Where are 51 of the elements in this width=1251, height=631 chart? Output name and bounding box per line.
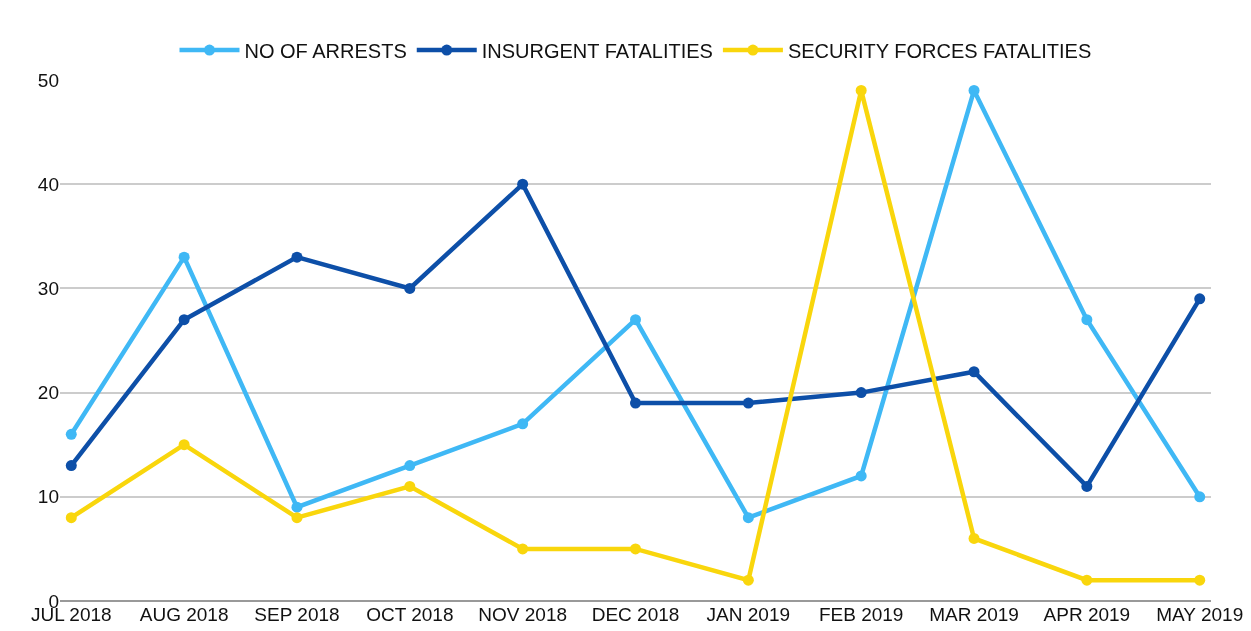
x-tick-label: AUG 2018 xyxy=(139,604,229,625)
x-tick-label: DEC 2018 xyxy=(591,604,680,625)
point xyxy=(517,543,529,555)
point xyxy=(742,574,754,586)
x-tick-label: MAR 2019 xyxy=(929,604,1019,625)
point xyxy=(1194,293,1206,305)
point xyxy=(855,387,867,399)
point xyxy=(291,501,303,513)
point xyxy=(178,314,190,326)
y-tick-label: 40 xyxy=(37,173,59,195)
legend-label: INSURGENT FATALITIES xyxy=(481,39,713,62)
point xyxy=(178,439,190,451)
point xyxy=(968,84,980,96)
point xyxy=(517,418,529,430)
point xyxy=(404,282,416,294)
point xyxy=(178,251,190,263)
x-tick-label: APR 2019 xyxy=(1043,604,1131,625)
point xyxy=(742,512,754,524)
x-tick-label: OCT 2018 xyxy=(366,604,454,625)
point xyxy=(404,460,416,472)
x-tick-label: SEP 2018 xyxy=(254,604,340,625)
point xyxy=(291,251,303,263)
point xyxy=(65,428,77,440)
y-tick-label: 20 xyxy=(37,382,59,404)
point xyxy=(855,84,867,96)
point xyxy=(630,543,641,555)
x-tick-label: MAY 2019 xyxy=(1156,604,1244,625)
point xyxy=(742,397,754,409)
x-tick-label: FEB 2019 xyxy=(818,604,904,625)
point xyxy=(65,512,77,524)
point xyxy=(630,397,641,409)
point xyxy=(1194,491,1206,503)
point xyxy=(855,470,867,482)
x-tick-label: NOV 2018 xyxy=(478,604,568,625)
point xyxy=(630,314,641,326)
y-tick-label: 10 xyxy=(37,486,59,508)
legend-label: SECURITY FORCES FATALITIES xyxy=(787,39,1092,62)
point xyxy=(1194,574,1206,586)
point xyxy=(968,532,980,544)
point xyxy=(1081,480,1093,492)
y-tick-label: 30 xyxy=(37,278,59,300)
point xyxy=(1081,574,1093,586)
point xyxy=(1081,314,1093,326)
x-tick-label: JAN 2019 xyxy=(706,604,791,625)
point xyxy=(968,366,980,378)
y-tick-label: 50 xyxy=(37,69,59,91)
point xyxy=(404,480,416,492)
legend-label: NO OF ARRESTS xyxy=(244,39,407,62)
point xyxy=(291,512,303,524)
point xyxy=(65,460,77,472)
point xyxy=(517,178,529,190)
